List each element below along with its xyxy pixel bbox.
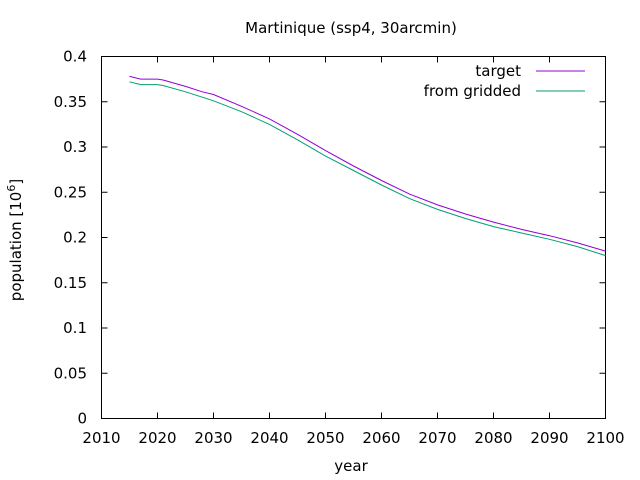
x-tick-label: 2080	[474, 429, 512, 447]
x-tick-label: 2050	[306, 429, 344, 447]
x-tick-label: 2020	[138, 429, 176, 447]
x-axis-label: year	[334, 457, 368, 475]
y-axis-label-main: population [10	[7, 192, 25, 302]
series-line-0	[129, 75, 606, 252]
legend-label: from gridded	[424, 82, 521, 100]
series-line-1	[129, 81, 606, 257]
y-tick-label: 0.35	[54, 93, 87, 111]
y-tick-label: 0.05	[54, 364, 87, 382]
y-tick-label: 0.3	[63, 138, 87, 156]
chart-title: Martinique (ssp4, 30arcmin)	[245, 19, 457, 37]
x-tick-label: 2040	[250, 429, 288, 447]
y-tick-label: 0	[77, 410, 87, 428]
y-axis: 0 0.05 0.1 0.15 0.2 0.25 0.3 0.35 0.4	[54, 48, 606, 428]
y-tick-label: 0.1	[63, 319, 87, 337]
y-tick-label: 0.25	[54, 183, 87, 201]
plot-frame	[101, 56, 606, 419]
y-tick-label: 0.4	[63, 48, 87, 66]
y-tick-label: 0.15	[54, 274, 87, 292]
y-axis-label: population [106]	[5, 179, 25, 301]
legend-label: target	[475, 62, 521, 80]
x-tick-label: 2030	[194, 429, 232, 447]
legend: target from gridded	[424, 62, 585, 100]
x-axis: 2010 2020 2030 2040 2050 2060 2070 2080 2090 2100	[82, 56, 625, 447]
y-axis-label-close: ]	[7, 179, 25, 185]
x-tick-label: 2090	[530, 429, 568, 447]
x-tick-label: 2060	[362, 429, 400, 447]
y-axis-label-exponent: 6	[5, 185, 18, 192]
x-tick-label: 2100	[586, 429, 624, 447]
x-tick-label: 2070	[418, 429, 456, 447]
y-tick-label: 0.2	[63, 229, 87, 247]
x-tick-label: 2010	[82, 429, 120, 447]
series-lines	[129, 75, 606, 257]
